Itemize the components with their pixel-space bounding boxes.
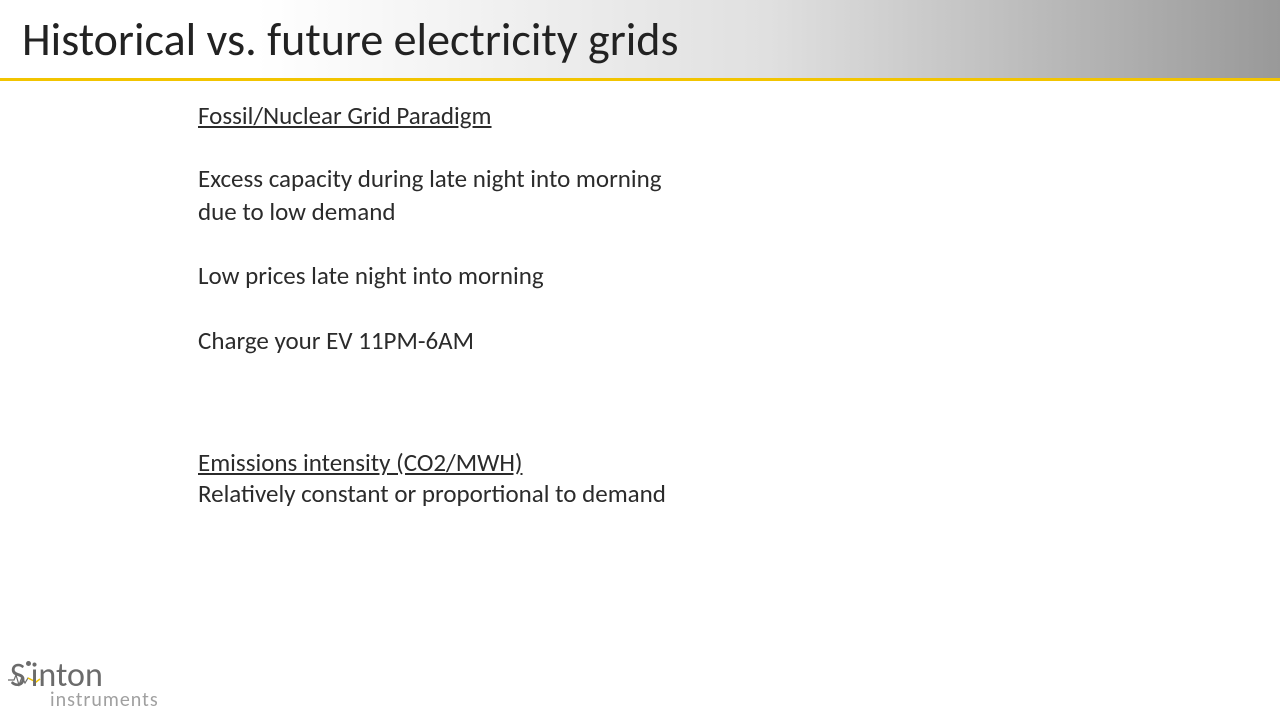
- slide-content: Fossil/Nuclear Grid Paradigm Excess capa…: [198, 100, 698, 511]
- slide-title: Historical vs. future electricity grids: [22, 12, 678, 68]
- section1-para2: Low prices late night into morning: [198, 260, 698, 293]
- section1-para1: Excess capacity during late night into m…: [198, 163, 698, 228]
- section2-heading: Emissions intensity (CO2/MWH): [198, 447, 698, 478]
- logo-main-text: Sinton: [10, 655, 159, 696]
- section2-para1: Relatively constant or proportional to d…: [198, 478, 698, 511]
- section1-heading: Fossil/Nuclear Grid Paradigm: [198, 100, 698, 131]
- company-logo: Sinton instruments: [10, 655, 159, 712]
- accent-line: [0, 78, 1280, 81]
- section1-para3: Charge your EV 11PM-6AM: [198, 325, 698, 358]
